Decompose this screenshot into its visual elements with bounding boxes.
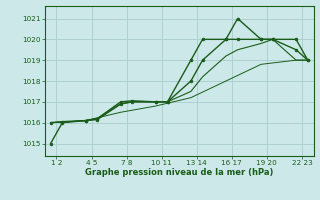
X-axis label: Graphe pression niveau de la mer (hPa): Graphe pression niveau de la mer (hPa) <box>85 168 273 177</box>
